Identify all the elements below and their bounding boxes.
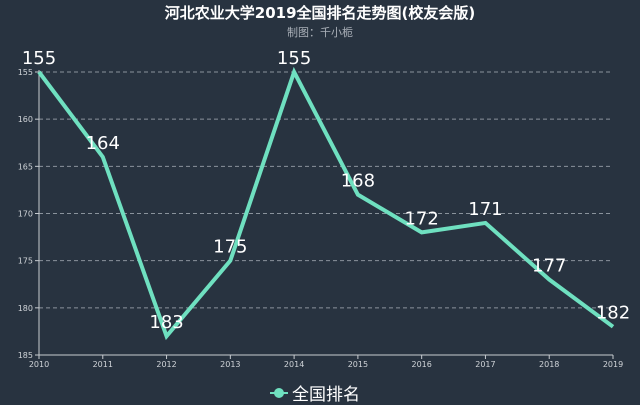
x-tick-label: 2012 (156, 360, 176, 369)
chart-title: 河北农业大学2019全国排名走势图(校友会版) (164, 4, 476, 22)
series-line[interactable] (37, 66, 615, 341)
data-label: 155 (277, 48, 311, 69)
y-tick-label: 180 (18, 304, 33, 313)
data-label: 182 (596, 303, 630, 324)
x-tick-label: 2013 (220, 360, 240, 369)
y-tick-label: 160 (18, 115, 33, 124)
data-label: 175 (213, 237, 247, 258)
x-tick-label: 2011 (93, 360, 113, 369)
data-label: 177 (532, 256, 566, 277)
legend-marker-icon (270, 387, 288, 398)
x-tick-label: 2019 (603, 360, 623, 369)
legend-item[interactable]: 全国排名 (270, 380, 360, 405)
y-tick-label: 185 (18, 351, 33, 360)
data-label: 171 (468, 199, 502, 220)
x-tick-label: 2018 (539, 360, 559, 369)
y-tick-label: 155 (18, 68, 33, 77)
x-tick-label: 2017 (475, 360, 495, 369)
data-label: 164 (86, 133, 120, 154)
y-tick-label: 165 (18, 162, 33, 171)
data-label: 183 (149, 312, 183, 333)
x-tick-label: 2014 (284, 360, 304, 369)
x-tick-label: 2015 (348, 360, 368, 369)
y-tick-label: 170 (18, 210, 33, 219)
x-tick-label: 2016 (411, 360, 431, 369)
legend-label: 全国排名 (292, 385, 360, 405)
data-label: 155 (22, 48, 56, 69)
y-tick-label: 175 (18, 257, 33, 266)
chart-subtitle: 制图：千小栀 (287, 26, 353, 39)
x-tick-label: 2010 (29, 360, 49, 369)
data-label: 172 (404, 208, 438, 229)
data-label: 168 (341, 171, 375, 192)
